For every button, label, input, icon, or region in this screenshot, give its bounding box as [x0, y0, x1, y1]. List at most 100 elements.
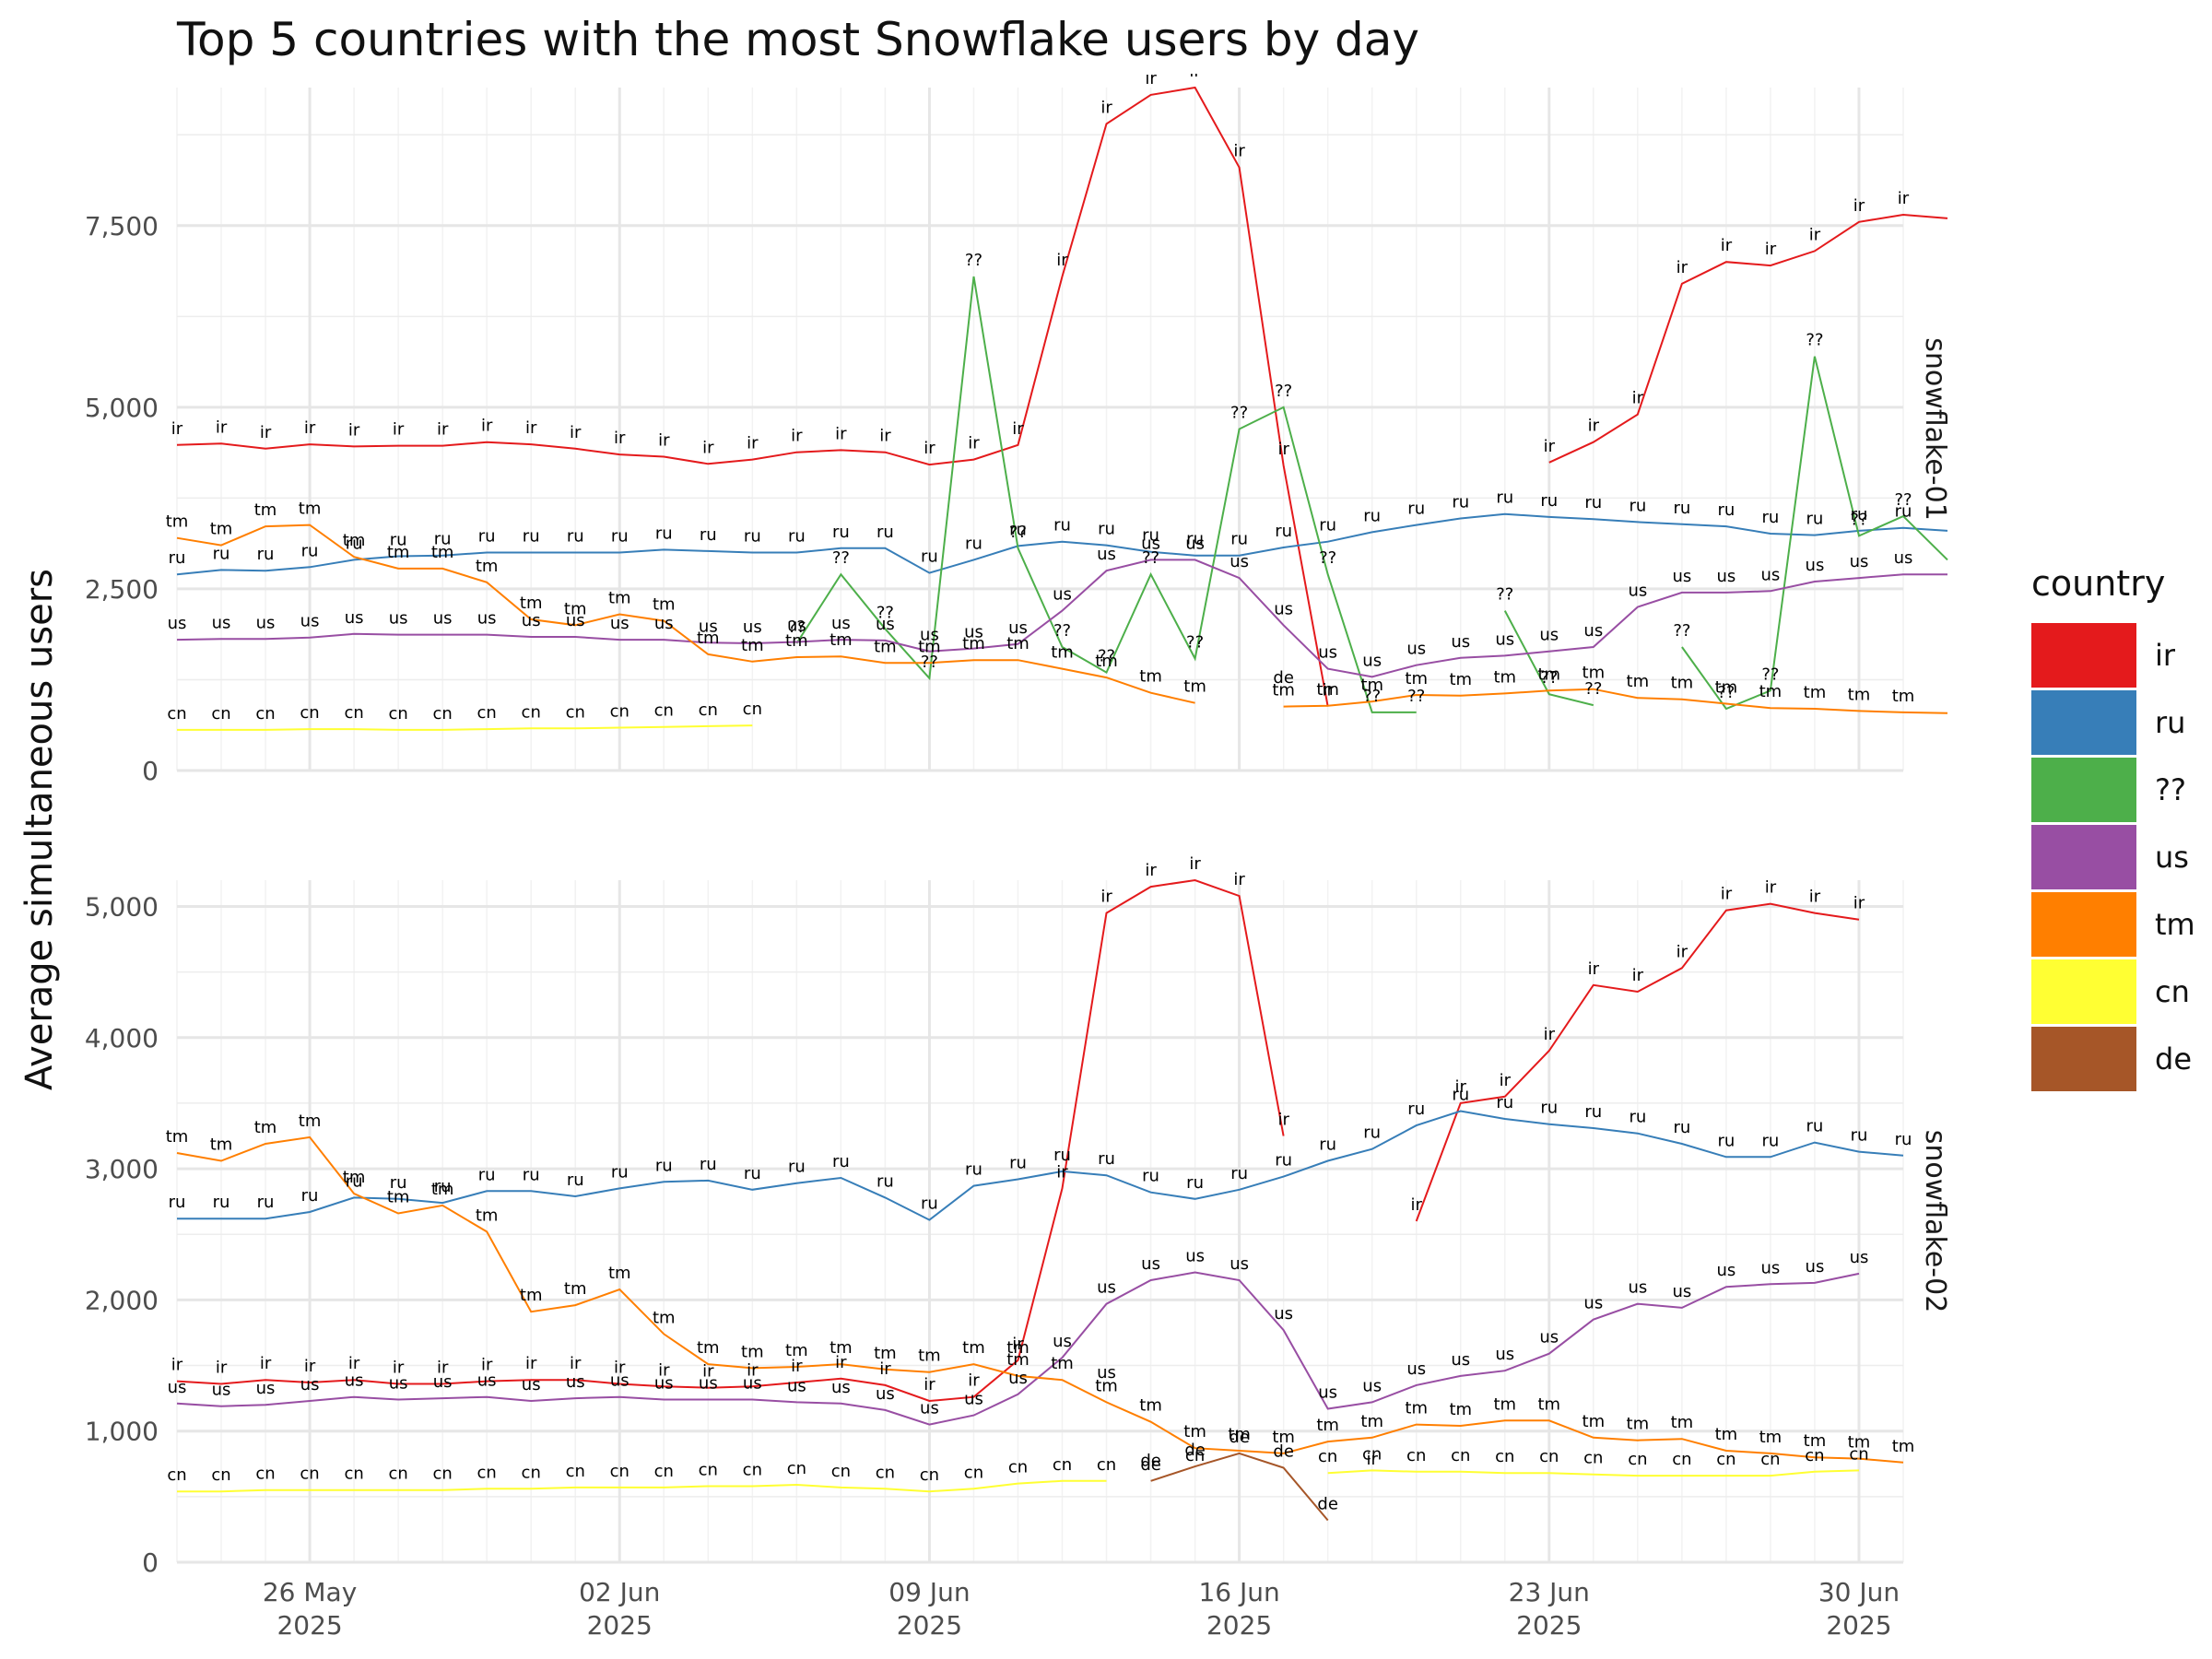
point-label: ru — [700, 525, 717, 545]
legend-item-??: ?? — [2031, 758, 2186, 822]
point-label: ir — [1721, 236, 1733, 255]
point-label: tm — [1449, 1400, 1472, 1419]
point-label: ru — [1142, 1167, 1159, 1186]
point-label: tm — [1583, 1412, 1606, 1431]
point-label: tm — [166, 512, 189, 532]
panel-grid — [176, 88, 1904, 772]
point-label: us — [433, 609, 453, 629]
point-label: tm — [697, 629, 720, 648]
point-label: tm — [741, 1342, 764, 1361]
point-label: us — [389, 609, 408, 629]
point-label: ir — [1765, 240, 1777, 259]
point-label: tm — [1183, 677, 1206, 697]
point-label: us — [610, 614, 629, 633]
point-label: ir — [348, 1354, 360, 1373]
legend-key — [2031, 825, 2136, 889]
legend-item-cn: cn — [2031, 959, 2190, 1024]
point-label: cn — [1672, 1450, 1691, 1469]
point-label: de — [1184, 1441, 1206, 1460]
point-label: cn — [432, 704, 452, 724]
point-label: ir — [1632, 966, 1644, 985]
facet-label: snowflake-01 — [1919, 337, 1951, 521]
series-line-de — [1150, 1452, 1329, 1522]
point-label: us — [1495, 629, 1514, 649]
legend-key — [2031, 758, 2136, 822]
point-label: tm — [1006, 1338, 1030, 1358]
y-tick-label: 5,000 — [85, 393, 159, 423]
point-label: ?? — [1319, 548, 1336, 568]
point-label: cn — [477, 1463, 497, 1482]
point-label: ru — [1275, 1151, 1292, 1171]
point-label: tm — [1892, 1437, 1915, 1456]
x-tick-year: 2025 — [587, 1610, 653, 1641]
legend-item-us: us — [2031, 825, 2189, 889]
point-label: cn — [388, 704, 407, 724]
point-label: ru — [1098, 520, 1115, 539]
point-label: us — [566, 611, 585, 630]
point-label: ir — [393, 420, 405, 440]
point-label: ir — [171, 419, 183, 439]
point-label: ir — [1411, 1195, 1423, 1215]
point-label: ir — [702, 438, 714, 457]
point-label: ir — [1500, 1071, 1512, 1090]
point-label: ru — [965, 534, 982, 553]
point-label: us — [522, 611, 541, 630]
point-label: us — [1053, 1332, 1072, 1351]
point-label: ru — [744, 1164, 761, 1183]
point-label: cn — [876, 1463, 895, 1482]
point-label: us — [1451, 632, 1470, 652]
point-label: ir — [1677, 258, 1688, 277]
point-label: ir — [1853, 196, 1865, 216]
point-label: us — [1362, 651, 1382, 670]
point-label: cn — [1451, 1446, 1470, 1465]
point-label: tm — [210, 1135, 233, 1155]
point-label: tm — [918, 1347, 941, 1366]
point-label: us — [876, 615, 895, 634]
point-label: ir — [1100, 98, 1112, 117]
point-label: ru — [1540, 491, 1558, 511]
point-label: ?? — [1806, 331, 1823, 350]
point-label: tm — [299, 1112, 322, 1131]
legend-key — [2031, 623, 2136, 688]
point-label: ir — [525, 418, 537, 438]
point-label: ru — [390, 1173, 407, 1193]
y-tick-label: 0 — [142, 756, 159, 786]
point-label: ru — [1717, 1131, 1735, 1150]
point-label: us — [1318, 643, 1337, 663]
point-label: ru — [434, 1177, 452, 1196]
point-label: ru — [1895, 502, 1912, 522]
point-label: tm — [1051, 643, 1074, 663]
point-label: ir — [570, 423, 582, 442]
point-label: ru — [1584, 1102, 1602, 1122]
point-label: ir — [658, 430, 670, 450]
point-label: ?? — [1894, 490, 1912, 510]
point-label: us — [477, 1371, 497, 1391]
point-label: tm — [741, 636, 764, 655]
point-label: ru — [478, 527, 496, 547]
point-label: ir — [437, 1358, 449, 1377]
point-label: tm — [785, 631, 808, 651]
y-tick-label: 1,000 — [85, 1417, 159, 1447]
point-label: ir — [1012, 419, 1024, 439]
point-label: tm — [254, 1118, 277, 1137]
point-label: us — [1672, 1282, 1691, 1301]
point-label: cn — [743, 700, 762, 719]
point-label: ir — [1942, 193, 1954, 212]
point-label: tm — [343, 531, 366, 550]
point-label: us — [300, 612, 320, 631]
point-label: ru — [700, 1155, 717, 1174]
point-label: us — [1406, 1359, 1426, 1379]
point-label: us — [1230, 1254, 1249, 1274]
point-label: tm — [608, 1264, 631, 1283]
x-tick-year: 2025 — [1826, 1610, 1891, 1641]
point-label: ru — [1319, 516, 1336, 535]
point-label: ir — [924, 1375, 935, 1394]
point-label: ru — [1186, 530, 1204, 549]
series-line-ru — [176, 512, 1948, 576]
point-label: ru — [1806, 1117, 1824, 1136]
point-label: tm — [653, 1308, 676, 1327]
point-label: cn — [255, 1465, 275, 1484]
point-label: tm — [1139, 1396, 1162, 1416]
point-label: us — [654, 1374, 674, 1394]
